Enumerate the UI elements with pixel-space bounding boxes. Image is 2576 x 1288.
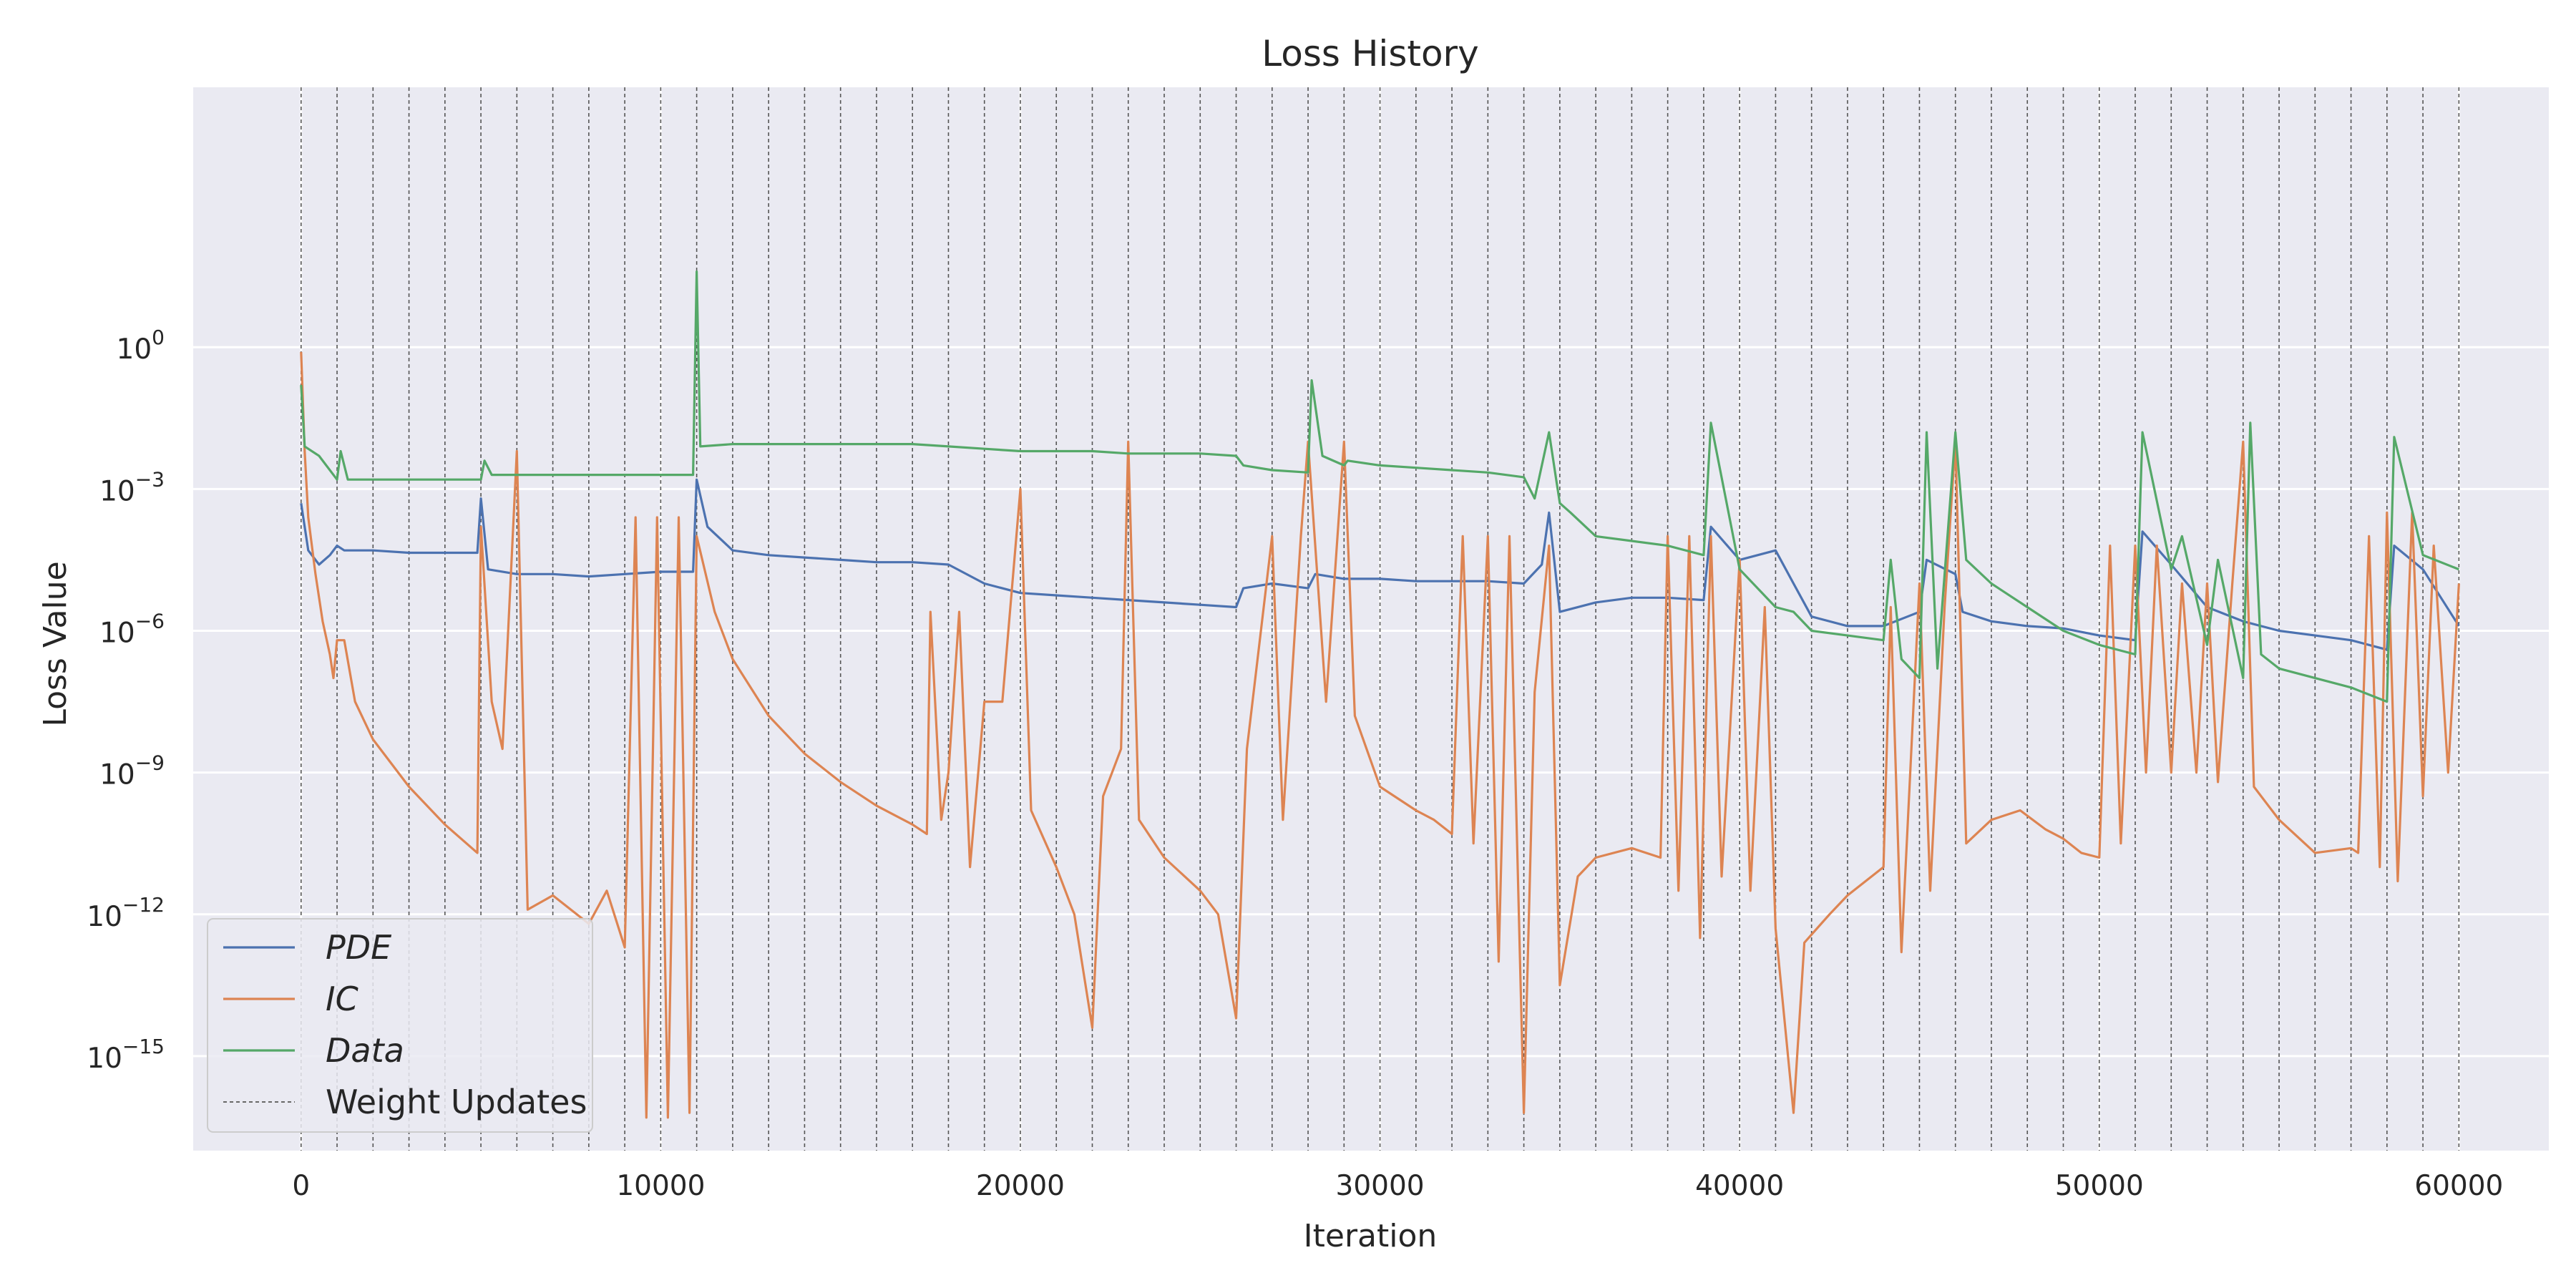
- x-tick-label: 30000: [1336, 1170, 1425, 1202]
- x-axis-label: Iteration: [1304, 1218, 1438, 1254]
- y-axis-label: Loss Value: [37, 561, 74, 726]
- x-tick-label: 20000: [976, 1170, 1065, 1202]
- legend: PDE IC Data Weight Updates: [207, 918, 593, 1133]
- y-tick-label: 10−3: [99, 467, 165, 507]
- x-tick-label: 50000: [2055, 1170, 2144, 1202]
- legend-box: [207, 918, 593, 1133]
- x-tick-label: 40000: [1695, 1170, 1784, 1202]
- x-tick-label: 10000: [616, 1170, 705, 1202]
- x-tick-label: 0: [292, 1170, 310, 1202]
- x-tick-labels: 0 10000 20000 30000 40000 50000 60000: [292, 1170, 2503, 1202]
- y-tick-label: 10−9: [99, 751, 165, 791]
- series-lines: [300, 270, 2460, 1119]
- legend-label: IC: [326, 980, 358, 1018]
- legend-label: PDE: [326, 928, 391, 967]
- legend-label: Weight Updates: [326, 1083, 587, 1121]
- series-line-data: [300, 270, 2459, 703]
- series-line-pde: [300, 478, 2460, 651]
- y-tick-label: 10−12: [87, 893, 165, 933]
- y-tick-labels: 100 10−3 10−6 10−9 10−12 10−15: [87, 326, 165, 1075]
- legend-label: Data: [326, 1031, 404, 1070]
- y-tick-label: 100: [117, 326, 165, 366]
- chart-title: Loss History: [1262, 33, 1478, 74]
- y-tick-label: 10−6: [99, 610, 165, 650]
- y-tick-label: 10−15: [87, 1035, 165, 1075]
- x-tick-label: 60000: [2414, 1170, 2503, 1202]
